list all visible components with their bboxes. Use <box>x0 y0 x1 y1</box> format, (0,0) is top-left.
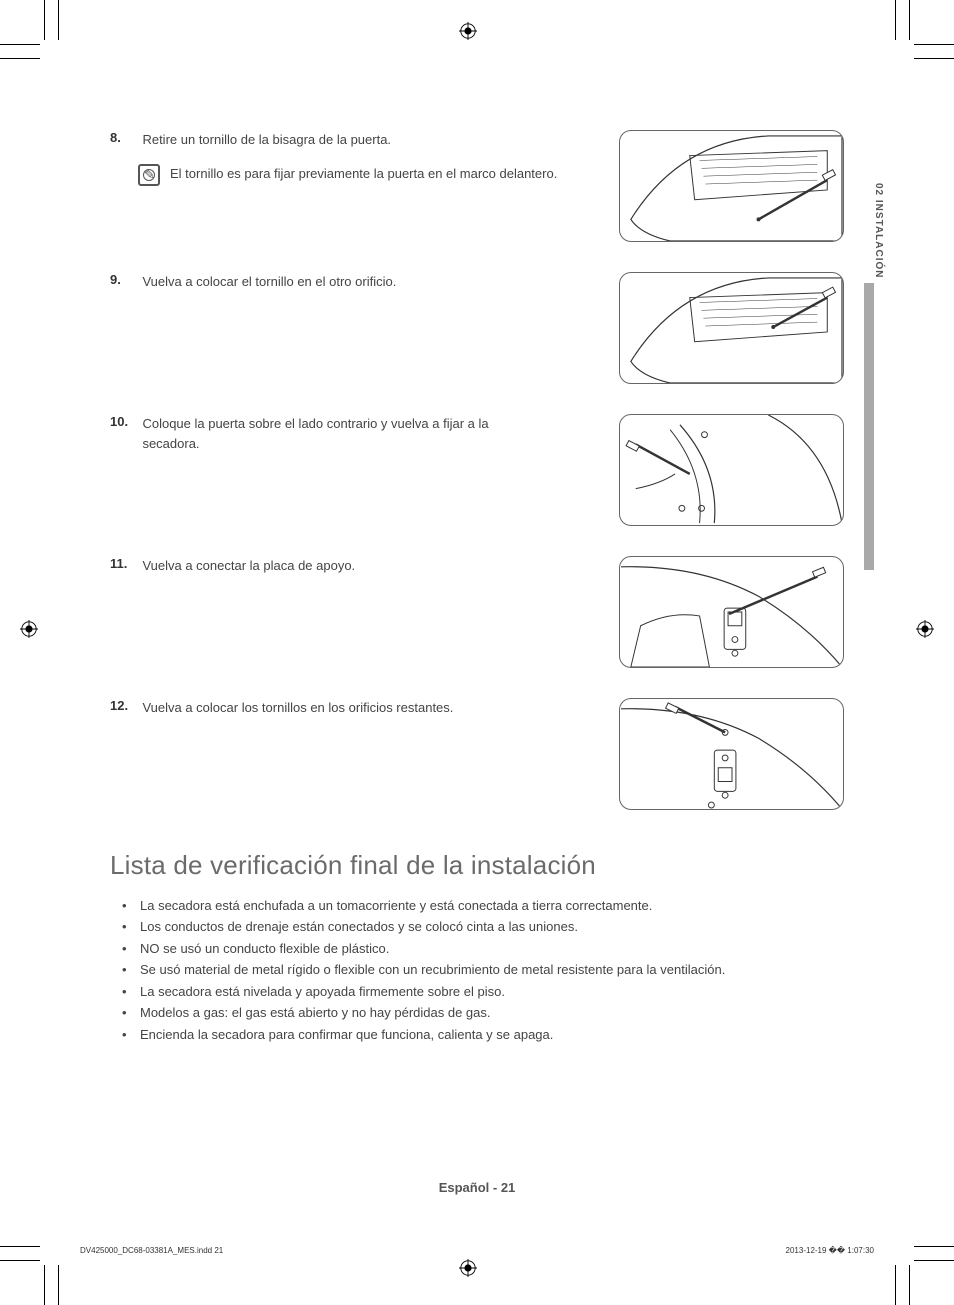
note-text: El tornillo es para fijar previamente la… <box>170 164 557 184</box>
checklist-heading: Lista de verificación final de la instal… <box>110 850 844 881</box>
step-note: El tornillo es para fijar previamente la… <box>138 164 599 186</box>
step-12: 12. Vuelva a colocar los tornillos en lo… <box>110 698 844 810</box>
registration-mark <box>20 620 38 638</box>
step-number: 12. <box>110 698 138 713</box>
step-figure <box>619 130 844 242</box>
step-text: Coloque la puerta sobre el lado contrari… <box>142 414 522 453</box>
step-10: 10. Coloque la puerta sobre el lado cont… <box>110 414 844 526</box>
page-number-label: Español - 21 <box>439 1180 516 1195</box>
section-tab-label: 02 INSTALACIÓN <box>864 175 884 279</box>
checklist-item: La secadora está enchufada a un tomacorr… <box>140 895 844 916</box>
checklist-item: Modelos a gas: el gas está abierto y no … <box>140 1002 844 1023</box>
page-content: 8. Retire un tornillo de la bisagra de l… <box>110 130 844 1175</box>
source-file: DV425000_DC68-03381A_MES.indd 21 <box>80 1246 223 1255</box>
checklist-item: Encienda la secadora para confirmar que … <box>140 1024 844 1045</box>
step-number: 10. <box>110 414 138 429</box>
step-figure <box>619 556 844 668</box>
checklist: La secadora está enchufada a un tomacorr… <box>110 895 844 1045</box>
step-figure <box>619 272 844 384</box>
note-icon <box>138 164 160 186</box>
checklist-item: La secadora está nivelada y apoyada firm… <box>140 981 844 1002</box>
registration-mark <box>459 1259 477 1277</box>
page-footer: Español - 21 <box>0 1180 954 1195</box>
step-text: Vuelva a colocar el tornillo en el otro … <box>142 272 396 292</box>
step-text: Retire un tornillo de la bisagra de la p… <box>142 130 391 150</box>
instruction-steps: 8. Retire un tornillo de la bisagra de l… <box>110 130 844 810</box>
step-text: Vuelva a conectar la placa de apoyo. <box>142 556 355 576</box>
section-tab: 02 INSTALACIÓN <box>864 175 884 570</box>
print-meta-footer: DV425000_DC68-03381A_MES.indd 21 2013-12… <box>80 1246 874 1255</box>
step-number: 8. <box>110 130 138 145</box>
step-number: 11. <box>110 556 138 571</box>
print-timestamp: 2013-12-19 �� 1:07:30 <box>786 1246 874 1255</box>
checklist-item: NO se usó un conducto flexible de plásti… <box>140 938 844 959</box>
section-tab-bar <box>864 283 874 570</box>
step-11: 11. Vuelva a conectar la placa de apoyo. <box>110 556 844 668</box>
registration-mark <box>459 22 477 40</box>
step-text: Vuelva a colocar los tornillos en los or… <box>142 698 453 718</box>
registration-mark <box>916 620 934 638</box>
step-figure <box>619 698 844 810</box>
step-number: 9. <box>110 272 138 287</box>
step-9: 9. Vuelva a colocar el tornillo en el ot… <box>110 272 844 384</box>
step-8: 8. Retire un tornillo de la bisagra de l… <box>110 130 844 242</box>
checklist-item: Los conductos de drenaje están conectado… <box>140 916 844 937</box>
step-figure <box>619 414 844 526</box>
checklist-item: Se usó material de metal rígido o flexib… <box>140 959 844 980</box>
